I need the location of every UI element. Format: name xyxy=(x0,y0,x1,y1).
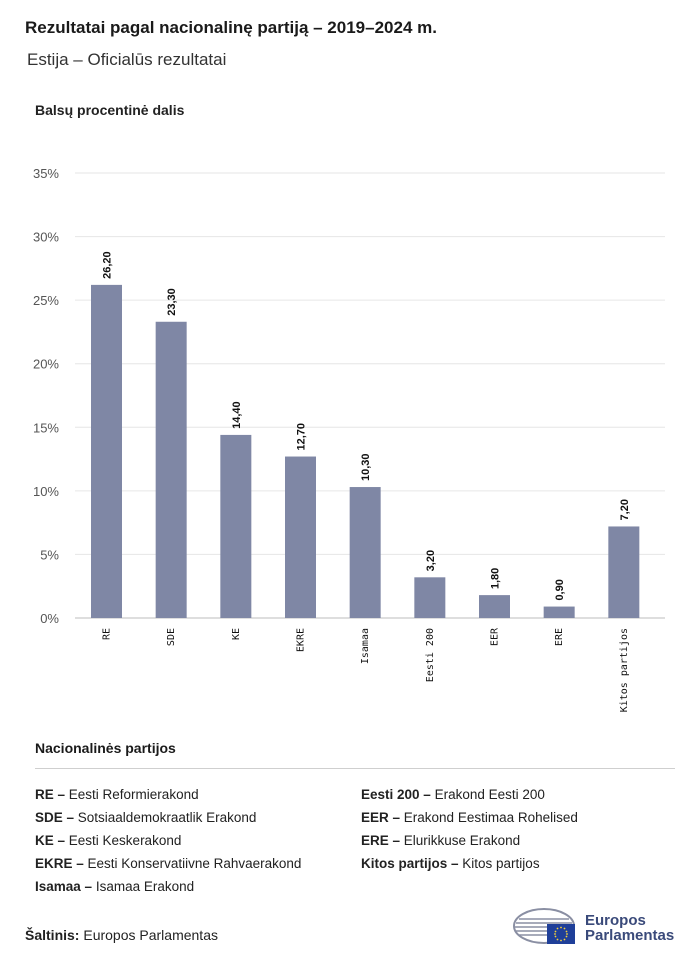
legend-abbr: KE xyxy=(35,833,54,848)
bar xyxy=(349,487,381,618)
legend-name: Erakond Eesti 200 xyxy=(434,787,545,802)
x-tick-label: Eesti 200 xyxy=(425,628,436,682)
data-label: 23,30 xyxy=(166,288,178,316)
y-tick-label: 25% xyxy=(33,293,59,308)
y-axis-label: Balsų procentinė dalis xyxy=(35,102,185,118)
legend-abbr: Eesti 200 xyxy=(361,787,420,802)
logo-text: Europos Parlamentas xyxy=(585,913,674,943)
data-label: 12,70 xyxy=(296,423,308,451)
y-tick-label: 10% xyxy=(33,484,59,499)
legend-name: Isamaa Erakond xyxy=(95,879,195,894)
legend-name: Eesti Konservatiivne Rahvaerakond xyxy=(87,856,302,871)
x-tick-label: SDE xyxy=(166,628,177,646)
x-tick-label: Isamaa xyxy=(360,628,371,664)
legend-name: Sotsiaaldemokraatlik Erakond xyxy=(77,810,257,825)
legend-item-isamaa: Isamaa – Isamaa Erakond xyxy=(35,879,195,894)
data-label: 26,20 xyxy=(102,251,114,279)
source-value: Europos Parlamentas xyxy=(83,927,218,943)
legend-item-re: RE – Eesti Reformierakond xyxy=(35,787,199,802)
x-tick-label: ERE xyxy=(554,628,565,646)
data-label: 7,20 xyxy=(619,499,631,520)
y-tick-label: 20% xyxy=(33,357,59,372)
data-label: 3,20 xyxy=(425,550,437,571)
data-label: 14,40 xyxy=(231,401,243,429)
legend-divider xyxy=(35,768,675,769)
legend-item-ekre: EKRE – Eesti Konservatiivne Rahvaerakond xyxy=(35,856,302,871)
x-tick-label: KE xyxy=(231,628,242,640)
legend-abbr: Kitos partijos xyxy=(361,856,448,871)
data-label: 10,30 xyxy=(360,454,372,482)
legend-item-eer: EER – Erakond Eestimaa Rohelised xyxy=(361,810,578,825)
chart-title: Rezultatai pagal nacionalinę partiją – 2… xyxy=(25,18,437,37)
legend-name: Kitos partijos xyxy=(462,856,540,871)
legend-name: Eesti Reformierakond xyxy=(68,787,199,802)
x-tick-label: EKRE xyxy=(296,628,307,652)
bar xyxy=(608,526,640,618)
x-tick-label: Kitos partijos xyxy=(619,628,630,712)
legend-abbr: RE xyxy=(35,787,54,802)
legend-name: Elurikkuse Erakond xyxy=(403,833,521,848)
legend-name: Eesti Keskerakond xyxy=(68,833,182,848)
x-tick-label: RE xyxy=(102,628,113,640)
legend-abbr: ERE xyxy=(361,833,389,848)
legend-item-eesti-200: Eesti 200 – Erakond Eesti 200 xyxy=(361,787,545,802)
bar xyxy=(220,434,252,618)
source-note: Šaltinis: Europos Parlamentas xyxy=(25,927,218,943)
y-tick-label: 5% xyxy=(40,547,59,562)
y-tick-label: 15% xyxy=(33,420,59,435)
logo-line-2: Parlamentas xyxy=(585,927,675,944)
data-label: 1,80 xyxy=(490,568,502,589)
parliament-emblem-icon xyxy=(513,908,575,944)
legend-item-ere: ERE – Elurikkuse Erakond xyxy=(361,833,521,848)
legend-item-kitos-partijos: Kitos partijos – Kitos partijos xyxy=(361,856,540,871)
y-tick-label: 0% xyxy=(40,611,59,626)
bar xyxy=(285,456,316,618)
legend-item-sde: SDE – Sotsiaaldemokraatlik Erakond xyxy=(35,810,257,825)
legend-abbr: EER xyxy=(361,810,389,825)
y-tick-label: 30% xyxy=(33,230,59,245)
bar xyxy=(479,595,510,618)
legend-abbr: SDE xyxy=(35,810,63,825)
legend-item-ke: KE – Eesti Keskerakond xyxy=(35,833,182,848)
legend-abbr: Isamaa xyxy=(35,879,81,894)
legend-abbr: EKRE xyxy=(35,856,73,871)
source-label: Šaltinis: xyxy=(25,927,80,943)
bar xyxy=(414,577,446,618)
y-tick-label: 35% xyxy=(33,166,59,181)
bar xyxy=(155,321,187,618)
chart-subtitle: Estija – Oficialūs rezultatai xyxy=(27,50,227,69)
x-tick-label: EER xyxy=(490,627,501,646)
bar xyxy=(543,606,575,618)
data-label: 0,90 xyxy=(554,579,566,600)
legend-name: Erakond Eestimaa Rohelised xyxy=(403,810,578,825)
european-parliament-logo: Europos Parlamentas xyxy=(513,905,683,947)
logo-line-1: Europos xyxy=(585,912,646,929)
bar xyxy=(91,284,122,618)
bar-chart: 0% 5% 10% 15% 20% 25% 30% 35% 26,20 RE 23,30 SDE 14,… xyxy=(33,166,665,712)
legend-title: Nacionalinės partijos xyxy=(35,740,176,756)
